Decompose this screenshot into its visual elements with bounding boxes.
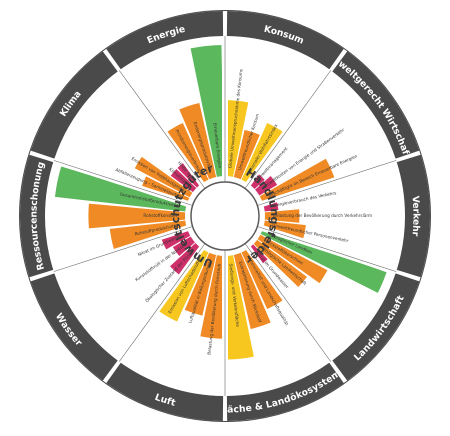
indicator-bar <box>225 100 249 177</box>
indicator-bar <box>257 234 328 284</box>
indicator-bar <box>161 229 191 250</box>
indicator-bar <box>158 248 209 322</box>
sector-divider-line <box>244 243 332 362</box>
indicator-bar <box>88 203 186 229</box>
indicator-bar <box>184 252 217 316</box>
indicator-bar <box>260 229 387 293</box>
indicator-bar <box>141 176 190 203</box>
indicator-bars <box>54 44 387 360</box>
indicator-bar <box>170 168 197 193</box>
sector-divider-line <box>244 70 332 189</box>
indicator-label: Erneuerbare Energien <box>213 122 223 168</box>
indicator-bar <box>134 156 193 198</box>
indicator-bar <box>166 123 209 184</box>
indicator-bar <box>263 200 279 212</box>
sector-divider-line <box>257 160 397 206</box>
ring-segment-klima <box>30 51 118 159</box>
indicator-bar <box>264 209 300 223</box>
indicator-bar <box>259 158 335 203</box>
ring-border <box>19 10 431 422</box>
indicator-bar <box>190 44 225 177</box>
ring-segment-ressourcenschonung <box>20 154 54 278</box>
indicator-bar <box>179 102 217 180</box>
indicator-bar <box>177 162 201 188</box>
ring-segment-wasser <box>30 273 118 381</box>
indicator-bar <box>249 173 265 190</box>
indicator-bar <box>241 123 284 184</box>
indicator-bar <box>200 255 225 339</box>
indicator-bar <box>253 239 307 288</box>
indicator-label: Rohstoffkonsum <box>143 213 177 218</box>
sector-divider-line <box>53 226 193 272</box>
sector-divider-line <box>53 160 193 206</box>
indicator-bar <box>54 166 187 212</box>
indicator-bar <box>263 220 306 240</box>
indicator-bar <box>109 220 187 250</box>
indicator-bar <box>255 176 278 196</box>
indicator-bar <box>249 244 268 265</box>
sector-divider-line <box>118 70 206 189</box>
hub-disc <box>190 181 260 251</box>
sector-dividers <box>52 36 398 396</box>
ring-segment-verkehr <box>396 154 430 278</box>
indicator-bar <box>241 248 284 309</box>
sector-label-verkehr: Verkehr <box>410 195 422 237</box>
indicator-bar <box>233 129 260 180</box>
ring-segment-energie <box>106 11 224 70</box>
indicator-bar <box>172 236 195 256</box>
indicator-label: Belastung der Bevölkerung durch Verkehrs… <box>273 213 372 218</box>
sector-divider-line <box>257 226 397 272</box>
ring-segment-fläche-landökosysteme <box>226 362 344 421</box>
ring-segment-umweltgerecht-wirtschaften <box>332 51 420 159</box>
ring-segment-konsum <box>226 11 344 70</box>
ring-segment-luft <box>106 362 224 421</box>
ring-segment-landwirtschaft <box>332 273 420 381</box>
indicator-bar <box>225 255 254 360</box>
indicator-bar <box>169 242 201 276</box>
sector-divider-line <box>118 243 206 362</box>
indicator-bar <box>233 252 271 330</box>
